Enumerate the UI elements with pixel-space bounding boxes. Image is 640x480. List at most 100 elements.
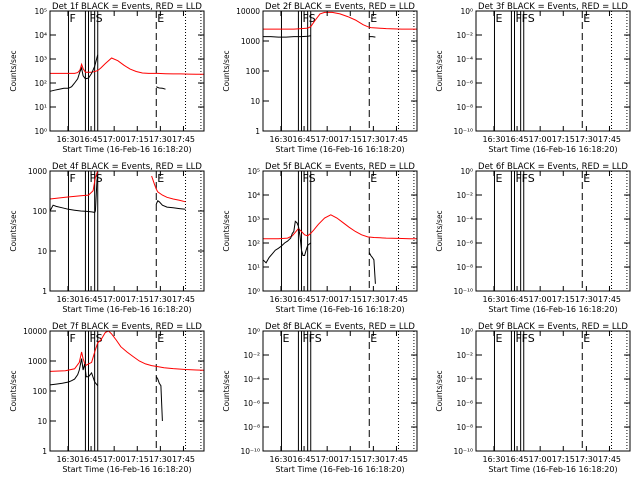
x-tick-label: 17:00	[103, 295, 126, 304]
panel-title: Det 9f BLACK = Events, RED = LLD	[478, 322, 628, 332]
y-tick-label: 10⁻⁶	[243, 399, 260, 408]
x-tick-label: 17:30	[575, 455, 598, 464]
x-tick-label: 17:15	[339, 455, 362, 464]
x-tick-label: 17:30	[149, 295, 172, 304]
time-marker-label: S	[309, 172, 316, 185]
y-tick-label: 10⁻⁸	[456, 423, 473, 432]
plot-frame	[475, 170, 631, 292]
time-marker-label: F	[69, 12, 75, 25]
y-axis-label: Counts/sec	[435, 370, 444, 411]
x-tick-label: 17:30	[362, 135, 385, 144]
x-tick-label: 17:00	[103, 455, 126, 464]
x-tick-label: 16:30	[269, 295, 292, 304]
y-tick-label: 1000	[28, 167, 47, 176]
panel-title: Det 1f BLACK = Events, RED = LLD	[52, 2, 202, 12]
y-tick-label: 10⁰	[460, 7, 473, 16]
y-tick-label: 10000	[236, 7, 260, 16]
time-marker-label: F	[90, 332, 96, 345]
panel-title: Det 4f BLACK = Events, RED = LLD	[52, 162, 202, 172]
y-tick-label: 10⁻⁴	[456, 375, 473, 384]
series-line-events	[49, 54, 166, 92]
time-marker-label: S	[96, 332, 103, 345]
x-tick-label: 17:15	[339, 295, 362, 304]
x-tick-label: 16:45	[293, 135, 316, 144]
panel-title: Det 8f BLACK = Events, RED = LLD	[265, 322, 415, 332]
x-tick-label: 17:00	[529, 455, 552, 464]
y-tick-label: 10⁰	[247, 327, 260, 336]
time-marker-label: F	[303, 332, 309, 345]
panel-title: Det 5f BLACK = Events, RED = LLD	[265, 162, 415, 172]
x-tick-label: 17:30	[575, 295, 598, 304]
time-marker-label: FS	[309, 332, 322, 345]
y-tick-label: 10⁻²	[243, 351, 260, 360]
y-tick-label: 10⁻²	[456, 31, 473, 40]
x-axis-label: Start Time (16-Feb-16 16:18:20)	[488, 465, 617, 474]
time-marker-label: F	[303, 172, 309, 185]
x-tick-label: 17:30	[575, 135, 598, 144]
y-tick-label: 10²	[247, 239, 260, 248]
x-tick-label: 17:30	[149, 135, 172, 144]
y-axis-label: Counts/sec	[9, 50, 18, 91]
y-tick-label: 10⁰	[247, 287, 260, 296]
x-tick-label: 17:45	[385, 455, 408, 464]
y-tick-label: 10⁰	[34, 127, 47, 136]
x-tick-label: 17:45	[172, 455, 195, 464]
x-tick-label: 17:45	[598, 295, 621, 304]
series-line-events	[262, 220, 376, 284]
panel-title: Det 7f BLACK = Events, RED = LLD	[52, 322, 202, 332]
y-tick-label: 10¹	[34, 103, 47, 112]
x-tick-label: 16:30	[56, 135, 79, 144]
time-marker-label: E	[157, 172, 164, 185]
series-line-events	[49, 358, 163, 422]
y-axis-label: Counts/sec	[222, 210, 231, 251]
x-tick-label: 16:30	[482, 135, 505, 144]
y-tick-label: 1	[42, 287, 47, 296]
y-tick-label: 10⁵	[34, 7, 47, 16]
x-tick-label: 17:45	[598, 455, 621, 464]
y-axis-label: Counts/sec	[222, 370, 231, 411]
time-marker-label: E	[583, 172, 590, 185]
time-marker-label: F	[516, 332, 522, 345]
x-tick-label: 16:45	[80, 135, 103, 144]
y-axis-label: Counts/sec	[435, 210, 444, 251]
y-tick-label: 10	[250, 97, 260, 106]
x-tick-label: 16:45	[293, 295, 316, 304]
series-line-lld	[49, 330, 205, 372]
y-tick-label: 1	[42, 447, 47, 456]
time-marker-label: E	[495, 12, 502, 25]
y-tick-label: 10⁵	[247, 167, 260, 176]
time-marker-label: S	[96, 172, 103, 185]
time-marker-label: F	[69, 332, 75, 345]
time-marker-label: FS	[522, 332, 535, 345]
x-tick-label: 17:30	[149, 455, 172, 464]
x-tick-label: 17:00	[529, 295, 552, 304]
time-marker-label: E	[370, 12, 377, 25]
y-tick-label: 1000	[28, 357, 47, 366]
x-tick-label: 17:00	[103, 135, 126, 144]
y-tick-label: 10⁻⁶	[456, 79, 473, 88]
y-tick-label: 10⁻¹⁰	[240, 447, 260, 456]
y-tick-label: 10¹	[247, 263, 260, 272]
x-tick-label: 16:30	[269, 455, 292, 464]
x-axis-label: Start Time (16-Feb-16 16:18:20)	[488, 305, 617, 314]
x-tick-label: 16:45	[80, 295, 103, 304]
x-axis-label: Start Time (16-Feb-16 16:18:20)	[62, 465, 191, 474]
y-tick-label: 10⁰	[460, 327, 473, 336]
x-tick-label: 17:15	[126, 135, 149, 144]
x-tick-label: 16:30	[269, 135, 292, 144]
x-tick-label: 17:00	[316, 135, 339, 144]
plot-frame	[49, 330, 205, 452]
x-axis-label: Start Time (16-Feb-16 16:18:20)	[275, 465, 404, 474]
time-marker-label: E	[583, 12, 590, 25]
time-marker-label: E	[370, 332, 377, 345]
y-tick-label: 10⁻²	[456, 191, 473, 200]
time-marker-label: E	[495, 332, 502, 345]
plot-frame	[262, 330, 418, 452]
x-tick-label: 17:00	[529, 135, 552, 144]
x-tick-label: 16:45	[506, 295, 529, 304]
